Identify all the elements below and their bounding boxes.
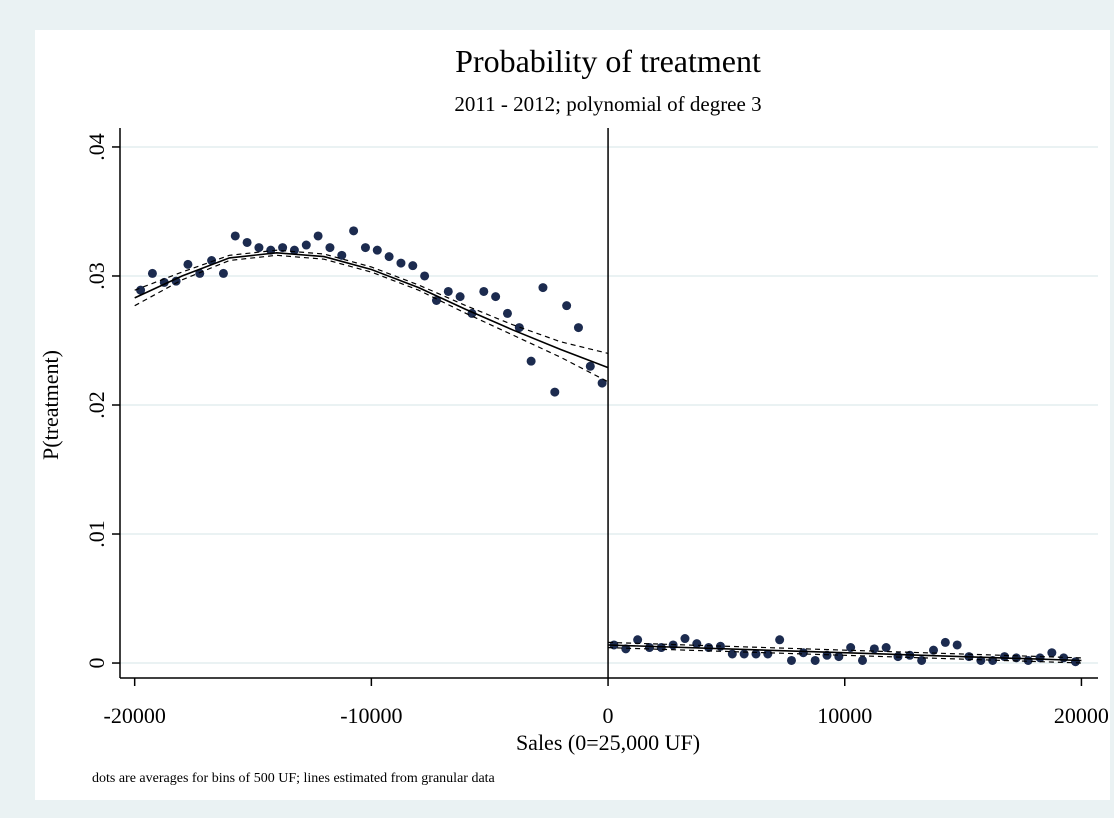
x-tick-label: 0 [603, 703, 614, 728]
chart-title: Probability of treatment [455, 43, 761, 79]
x-tick-label: -10000 [340, 703, 402, 728]
note: dots are averages for bins of 500 UF; li… [92, 771, 496, 786]
data-point [775, 635, 785, 645]
data-point [183, 259, 193, 269]
fit-line [608, 644, 1082, 662]
data-point [562, 301, 572, 311]
data-point [573, 323, 583, 333]
data-point [1059, 653, 1069, 663]
data-point [526, 356, 536, 366]
data-point [289, 245, 299, 255]
data-point [869, 644, 879, 654]
data-point [396, 258, 406, 268]
data-point [360, 243, 370, 253]
data-point [834, 652, 844, 662]
data-point [313, 231, 323, 241]
data-point [443, 286, 453, 296]
data-point [798, 648, 808, 658]
data-point [810, 655, 820, 665]
fit-line [134, 251, 609, 369]
data-point [502, 308, 512, 318]
data-point [692, 639, 702, 649]
ci-line [608, 647, 1082, 664]
x-tick-label: 20000 [1054, 703, 1109, 728]
data-point [763, 649, 773, 659]
y-tick-label: .02 [84, 391, 109, 419]
data-point [585, 361, 595, 371]
data-point [207, 256, 217, 266]
panel [35, 30, 1110, 800]
data-point [846, 643, 856, 653]
data-point [491, 292, 501, 302]
data-point [976, 655, 986, 665]
data-point [621, 644, 631, 654]
data-point [929, 645, 939, 655]
x-axis-label: Sales (0=25,000 UF) [516, 730, 700, 755]
ci-line [608, 641, 1082, 659]
chart-subtitle: 2011 - 2012; polynomial of degree 3 [454, 92, 761, 116]
y-axis-label: P(treatment) [38, 350, 63, 460]
data-point [384, 252, 394, 262]
data-point [455, 292, 465, 302]
data-point [254, 243, 264, 253]
data-point [171, 276, 181, 286]
data-point [1071, 657, 1081, 667]
data-point [349, 226, 359, 236]
data-point [230, 231, 240, 241]
data-point [751, 649, 761, 659]
data-point [1023, 655, 1033, 665]
x-tick-label: -20000 [104, 703, 166, 728]
y-tick-label: 0 [84, 658, 109, 669]
data-point [786, 655, 796, 665]
data-point [940, 637, 950, 647]
data-point [550, 387, 560, 397]
data-point [1035, 653, 1045, 663]
data-point [644, 643, 654, 653]
data-point [218, 268, 228, 278]
data-point [514, 323, 524, 333]
data-point [1047, 648, 1057, 658]
y-tick-label: .01 [84, 520, 109, 548]
data-point [857, 655, 867, 665]
data-point [1000, 652, 1010, 662]
data-point [325, 243, 335, 253]
y-tick-label: .03 [84, 262, 109, 290]
data-point [337, 250, 347, 260]
data-point [739, 649, 749, 659]
data-point [147, 268, 157, 278]
x-tick-label: 10000 [817, 703, 872, 728]
data-point [301, 240, 311, 250]
data-point [136, 285, 146, 295]
y-tick-label: .04 [84, 133, 109, 161]
data-point [633, 635, 643, 645]
data-point [420, 271, 430, 281]
data-point [538, 283, 548, 293]
data-point [597, 378, 607, 388]
data-point [479, 286, 489, 296]
data-point [881, 643, 891, 653]
data-point [680, 634, 690, 644]
data-point [952, 640, 962, 650]
data-point [372, 245, 382, 255]
data-point [278, 243, 288, 253]
data-point [727, 649, 737, 659]
ci-line [134, 249, 609, 354]
data-point [408, 261, 418, 271]
data-point [242, 237, 252, 247]
